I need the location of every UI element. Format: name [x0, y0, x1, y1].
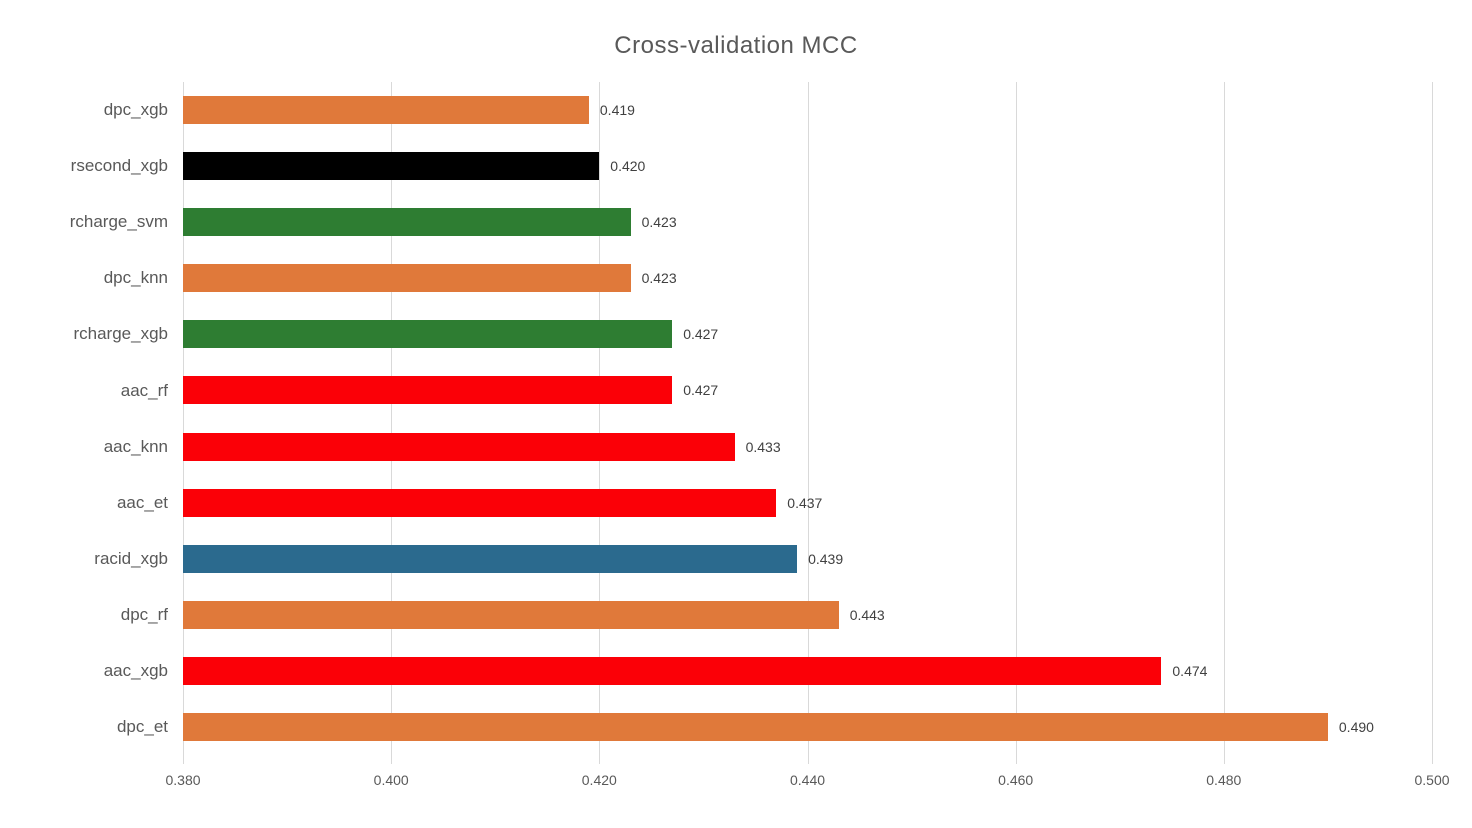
category-label-racid_xgb: racid_xgb — [94, 548, 168, 568]
value-label: 0.423 — [641, 214, 677, 231]
value-label: 0.433 — [745, 438, 781, 455]
value-label: 0.443 — [849, 606, 885, 623]
category-label-aac_xgb: aac_xgb — [103, 660, 168, 680]
bar-row: 0.427 — [183, 306, 1432, 362]
category-label-aac_rf: aac_rf — [120, 380, 168, 400]
bar-dpc_xgb — [183, 96, 589, 125]
bar-row: 0.490 — [183, 699, 1432, 755]
bar-row: 0.420 — [183, 138, 1432, 194]
bar-aac_rf — [183, 376, 673, 405]
gridline — [391, 82, 393, 764]
bar-row: 0.474 — [183, 643, 1432, 699]
bar-aac_knn — [183, 432, 735, 461]
gridline — [1223, 82, 1225, 764]
bar-aac_xgb — [183, 656, 1162, 685]
gridline — [599, 82, 601, 764]
value-label: 0.490 — [1338, 718, 1374, 735]
bar-row: 0.423 — [183, 250, 1432, 306]
value-label: 0.423 — [641, 270, 677, 287]
value-label: 0.437 — [787, 494, 823, 511]
category-label-rsecond_xgb: rsecond_xgb — [70, 156, 168, 176]
x-axis-tick-label: 0.420 — [581, 772, 617, 788]
bar-racid_xgb — [183, 544, 798, 573]
category-label-aac_et: aac_et — [116, 492, 168, 512]
bar-row: 0.437 — [183, 475, 1432, 531]
bar-row: 0.423 — [183, 194, 1432, 250]
gridline — [1432, 82, 1433, 764]
bar-row: 0.427 — [183, 362, 1432, 418]
gridline — [807, 82, 809, 764]
value-label: 0.474 — [1172, 662, 1208, 679]
bar-dpc_knn — [183, 264, 631, 293]
x-axis-tick-label: 0.440 — [789, 772, 826, 788]
value-label: 0.419 — [599, 102, 635, 119]
x-axis-tick-label: 0.400 — [373, 772, 409, 788]
gridline — [183, 82, 184, 764]
bar-dpc_rf — [183, 600, 839, 629]
gridline — [1015, 82, 1017, 764]
bar-aac_et — [183, 488, 777, 517]
bar-rcharge_xgb — [183, 320, 673, 349]
category-label-dpc_rf: dpc_rf — [120, 604, 168, 624]
bar-rsecond_xgb — [183, 152, 600, 181]
value-label: 0.439 — [808, 550, 844, 567]
category-label-dpc_knn: dpc_knn — [103, 268, 168, 288]
category-label-rcharge_svm: rcharge_svm — [69, 212, 168, 232]
value-label: 0.427 — [683, 326, 719, 343]
category-label-dpc_xgb: dpc_xgb — [103, 100, 168, 119]
category-label-rcharge_xgb: rcharge_xgb — [73, 324, 168, 344]
x-axis-tick-label: 0.480 — [1206, 772, 1242, 788]
chart-title: Cross-validation MCC — [614, 32, 858, 59]
bar-row: 0.439 — [183, 531, 1432, 587]
x-axis-tick-label: 0.500 — [1414, 772, 1450, 788]
x-axis-tick-label: 0.460 — [998, 772, 1034, 788]
bar-rcharge_svm — [183, 208, 631, 237]
category-label-aac_knn: aac_knn — [103, 436, 168, 456]
bar-row: 0.419 — [183, 82, 1432, 138]
bar-row: 0.443 — [183, 587, 1432, 643]
category-label-dpc_et: dpc_et — [116, 717, 168, 736]
value-label: 0.420 — [610, 158, 646, 175]
bar-dpc_et — [183, 712, 1328, 741]
bar-row: 0.433 — [183, 419, 1432, 475]
plot-area: 0.419 0.420 0.423 0.423 0.427 0.427 0.433 0.437… — [183, 82, 1433, 764]
x-axis-tick-label: 0.380 — [165, 772, 201, 788]
value-label: 0.427 — [683, 382, 719, 399]
